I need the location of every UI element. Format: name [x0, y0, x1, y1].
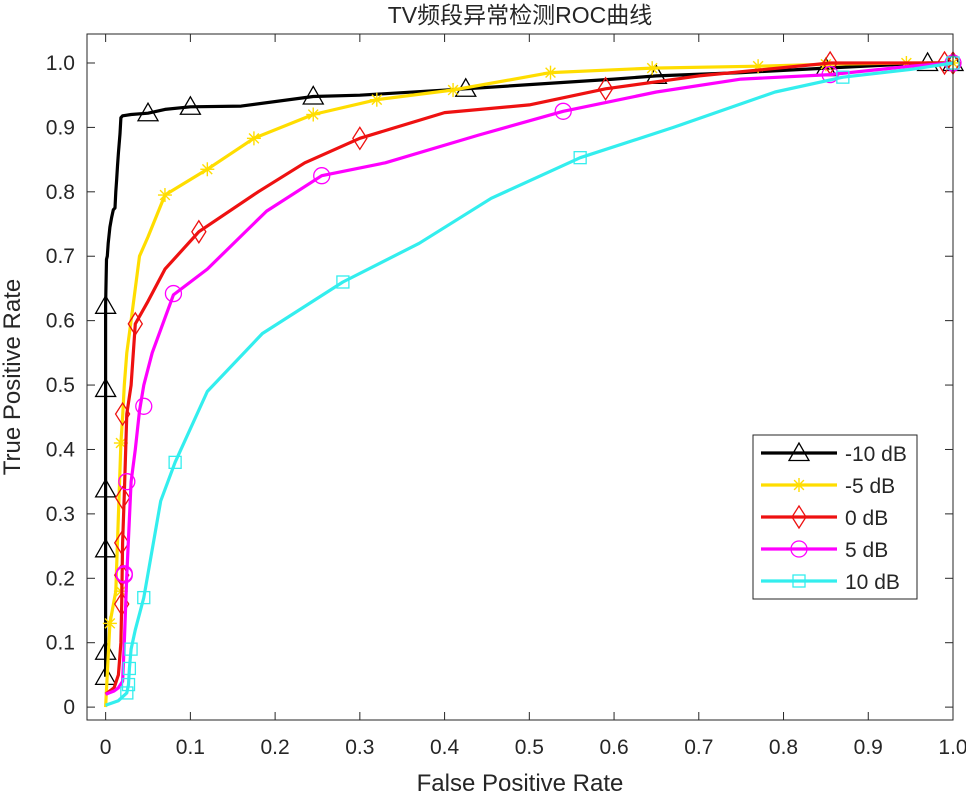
- data-point-marker: [446, 83, 461, 98]
- x-tick-label: 0.3: [345, 736, 374, 759]
- data-point-marker: [102, 616, 117, 631]
- y-tick-label: 0.5: [46, 374, 75, 397]
- y-tick-label: 1.0: [46, 52, 75, 75]
- axis-ticks: 0 0.1 0.2 0.3 0.4 0.5 0.6 0.7 0.8 0.9 1.0 0 0.1 0.2 0.…: [46, 34, 966, 759]
- legend-entry: -5 dB: [761, 475, 895, 498]
- data-point-marker: [164, 284, 183, 303]
- y-tick-label: 0.4: [46, 438, 76, 461]
- x-tick-label: 0: [100, 736, 112, 759]
- data-point-marker: [94, 640, 117, 660]
- x-tick-label: 1.0: [938, 736, 966, 759]
- data-point-marker: [94, 294, 117, 314]
- x-tick-label: 0.9: [854, 736, 883, 759]
- y-tick-label: 0.6: [46, 310, 75, 333]
- data-point-marker: [200, 162, 215, 177]
- legend-entry: 0 dB: [761, 504, 888, 530]
- legend-label: 5 dB: [845, 539, 888, 562]
- data-point-marker: [115, 565, 133, 583]
- data-point-marker: [836, 70, 850, 84]
- data-point-marker: [554, 102, 572, 120]
- legend-label: -10 dB: [845, 443, 907, 466]
- data-point-marker: [157, 188, 172, 203]
- data-point-marker: [121, 677, 136, 692]
- legend-entry: -10 dB: [761, 441, 907, 466]
- x-tick-label: 0.8: [769, 736, 798, 759]
- data-point-marker: [302, 85, 325, 105]
- series-line: [104, 61, 953, 696]
- data-point-marker: [352, 126, 368, 151]
- legend-marker: [791, 504, 807, 530]
- y-axis-label: True Positive Rate: [0, 279, 26, 476]
- data-point-marker: [137, 590, 151, 605]
- chart-title: TV频段异常检测ROC曲线: [388, 2, 653, 28]
- legend: -10 dB -5 dB 0 dB 5 dB 10 dB: [752, 434, 918, 600]
- data-point-marker: [113, 530, 130, 556]
- data-point-marker: [543, 65, 558, 80]
- x-tick-label: 0.5: [515, 736, 544, 759]
- data-point-marker: [306, 107, 321, 122]
- x-tick-label: 0.1: [176, 736, 205, 759]
- data-point-marker: [246, 131, 261, 146]
- legend-label: -5 dB: [845, 475, 895, 498]
- data-point-marker: [94, 377, 117, 398]
- data-point-marker: [821, 65, 839, 84]
- legend-entry: 10 dB: [761, 571, 900, 594]
- data-point-marker: [114, 485, 131, 510]
- series-line: [105, 61, 954, 696]
- data-point-marker: [191, 219, 207, 244]
- series-layer: [94, 50, 965, 708]
- data-point-marker: [127, 311, 144, 337]
- series-5dB: [105, 54, 962, 696]
- legend-marker: [787, 441, 811, 462]
- data-point-marker: [94, 537, 117, 558]
- x-axis-label: False Positive Rate: [417, 770, 624, 796]
- legend-marker: [790, 540, 808, 558]
- data-point-marker: [136, 101, 160, 122]
- data-point-marker: [135, 397, 153, 415]
- series-line: [105, 61, 954, 707]
- legend-label: 10 dB: [845, 571, 900, 594]
- y-tick-label: 0.3: [46, 503, 75, 526]
- y-tick-label: 0.1: [46, 632, 75, 655]
- y-tick-label: 0.7: [46, 245, 75, 268]
- data-point-marker: [168, 455, 182, 469]
- y-tick-label: 0: [63, 696, 75, 719]
- data-point-marker: [936, 50, 953, 76]
- x-tick-label: 0.2: [261, 736, 290, 759]
- y-tick-label: 0.8: [46, 181, 75, 204]
- series-10dB: [105, 56, 960, 707]
- data-point-marker: [122, 661, 137, 676]
- data-point-marker: [336, 275, 350, 289]
- legend-entry: 5 dB: [761, 539, 888, 562]
- x-tick-label: 0.7: [684, 736, 713, 759]
- plot-frame: [86, 33, 954, 721]
- legend-marker: [792, 574, 806, 588]
- data-point-marker: [597, 76, 614, 101]
- data-point-marker: [124, 642, 138, 656]
- legend-label: 0 dB: [845, 507, 888, 530]
- legend-marker: [792, 478, 806, 492]
- y-tick-label: 0.9: [46, 116, 75, 139]
- x-tick-label: 0.6: [599, 736, 628, 759]
- data-point-marker: [118, 473, 136, 491]
- plot-background: [87, 34, 953, 720]
- data-point-marker: [645, 61, 660, 76]
- data-point-marker: [313, 167, 331, 185]
- data-point-marker: [179, 95, 202, 115]
- data-point-marker: [114, 401, 131, 427]
- y-tick-label: 0.2: [46, 567, 75, 590]
- data-point-marker: [369, 92, 384, 107]
- data-point-marker: [120, 686, 134, 700]
- x-tick-label: 0.4: [430, 736, 460, 759]
- series-line: [103, 61, 953, 677]
- data-point-marker: [94, 478, 117, 498]
- data-point-marker: [573, 151, 587, 165]
